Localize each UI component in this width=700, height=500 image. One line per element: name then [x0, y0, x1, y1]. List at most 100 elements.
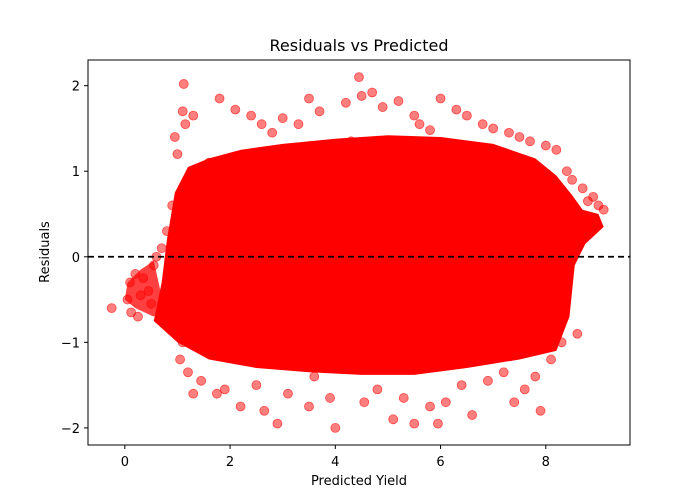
data-point — [180, 119, 191, 130]
data-point — [138, 273, 149, 284]
data-point — [330, 422, 341, 433]
plot-frame — [87, 59, 631, 446]
data-point — [367, 87, 378, 98]
data-point — [188, 388, 199, 399]
data-point — [214, 93, 225, 104]
data-point — [498, 367, 509, 378]
data-point — [388, 414, 399, 425]
data-point — [425, 401, 435, 412]
data-point — [440, 397, 451, 408]
data-point — [525, 136, 535, 147]
data-point — [122, 294, 133, 305]
data-points — [106, 72, 609, 433]
data-point — [135, 290, 146, 301]
data-point — [272, 418, 283, 429]
data-point — [148, 260, 159, 271]
data-point — [556, 337, 567, 348]
data-point — [456, 380, 467, 391]
x-tick-label: 6 — [436, 455, 444, 470]
data-point — [198, 328, 209, 339]
data-point — [425, 125, 435, 136]
data-point — [535, 405, 546, 416]
data-point — [561, 166, 572, 177]
data-point — [461, 110, 472, 121]
data-point — [162, 226, 172, 237]
y-tick-label: 1 — [72, 165, 80, 180]
x-tick-label: 2 — [226, 455, 234, 470]
data-point — [433, 418, 443, 429]
data-point — [146, 298, 157, 309]
data-point — [293, 119, 304, 130]
data-point — [359, 397, 370, 408]
data-point — [393, 96, 404, 106]
data-point — [256, 119, 267, 130]
data-point — [530, 371, 541, 382]
data-point — [509, 397, 520, 408]
data-point — [193, 166, 204, 177]
data-point — [259, 405, 270, 416]
data-point — [125, 277, 135, 288]
data-point — [435, 93, 446, 104]
x-axis-label: Predicted Yield — [311, 474, 407, 489]
data-point — [551, 144, 562, 155]
x-tick-label: 4 — [331, 455, 339, 470]
data-point — [572, 328, 583, 339]
data-point — [267, 127, 278, 138]
data-point — [356, 91, 367, 101]
data-point — [346, 136, 357, 147]
x-axis-ticks: 0 2 4 6 8 — [121, 445, 550, 470]
residual-cloud-body — [153, 135, 604, 375]
y-tick-label: 0 — [72, 251, 80, 266]
data-point — [283, 388, 293, 399]
data-point — [212, 388, 222, 399]
data-point — [325, 393, 335, 403]
data-point — [106, 303, 117, 314]
data-point — [169, 132, 180, 142]
data-point — [377, 102, 388, 112]
data-point — [188, 110, 199, 121]
data-point — [588, 191, 599, 202]
data-point — [183, 367, 193, 378]
data-point — [314, 106, 325, 117]
y-tick-label: −1 — [61, 336, 80, 351]
data-point — [409, 110, 420, 121]
data-point — [483, 375, 493, 386]
data-point — [178, 79, 189, 89]
data-point — [304, 401, 314, 412]
data-point — [230, 104, 241, 115]
data-point — [504, 127, 514, 138]
data-point — [175, 354, 185, 365]
x-tick-label: 0 — [121, 455, 129, 470]
data-point — [251, 380, 262, 391]
data-point — [277, 113, 288, 124]
data-point — [354, 72, 364, 83]
data-point — [451, 104, 462, 115]
data-point — [235, 401, 246, 412]
data-point — [196, 375, 207, 386]
data-point — [546, 354, 556, 365]
data-point — [598, 204, 609, 215]
data-point — [409, 418, 420, 429]
data-point — [177, 106, 188, 117]
data-point — [372, 384, 383, 395]
data-point — [246, 110, 257, 121]
data-point — [143, 286, 154, 296]
data-point — [340, 97, 351, 108]
x-tick-label: 8 — [542, 455, 550, 470]
data-point — [167, 200, 178, 211]
data-point — [514, 132, 525, 142]
data-point — [540, 140, 551, 151]
y-axis-label: Residuals — [38, 221, 53, 283]
data-point — [130, 268, 141, 279]
y-tick-label: 2 — [72, 80, 80, 95]
data-point — [304, 93, 314, 104]
data-point — [133, 311, 143, 322]
y-axis-ticks: −2 −1 0 1 2 — [61, 80, 88, 437]
data-point — [519, 384, 530, 395]
data-point — [204, 157, 214, 168]
data-point — [177, 337, 188, 348]
data-point — [172, 149, 183, 160]
data-point — [398, 393, 409, 403]
